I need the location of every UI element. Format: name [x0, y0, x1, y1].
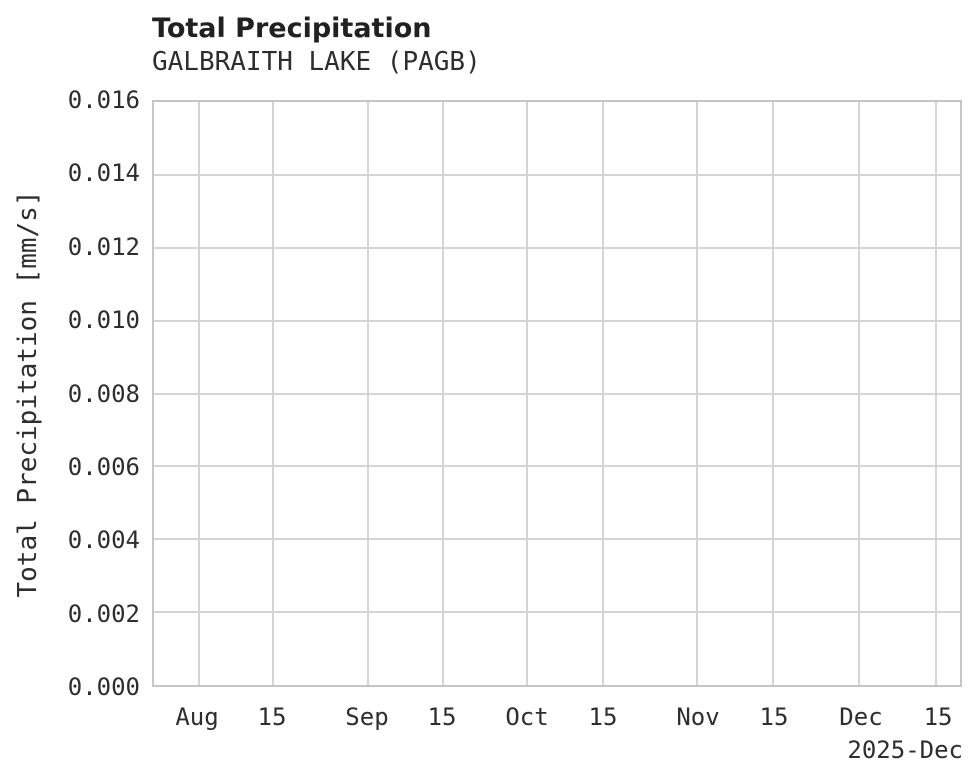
x-tick-label: Dec — [839, 703, 883, 731]
y-tick-label: 0.010 — [67, 306, 140, 335]
y-tick-label: 0.002 — [67, 599, 140, 628]
x-tick-label: Oct — [505, 703, 549, 731]
x-tick-label: Sep — [345, 703, 389, 731]
y-tick-label: 0.000 — [67, 673, 140, 701]
x-tick-label: 15 — [923, 703, 953, 731]
gridline-horizontal — [154, 392, 960, 395]
gridline-horizontal — [154, 246, 960, 249]
chart-subtitle-station: GALBRAITH LAKE (PAGB) — [152, 47, 481, 77]
y-tick-label: 0.008 — [67, 379, 140, 408]
x-tick-label: 15 — [759, 703, 789, 731]
gridline-horizontal — [154, 611, 960, 614]
gridline-horizontal — [154, 173, 960, 176]
y-axis-label: Total Precipitation [mm/s] — [13, 190, 43, 598]
x-tick-label: 15 — [427, 703, 457, 731]
y-tick-label: 0.006 — [67, 452, 140, 481]
gridline-horizontal — [154, 465, 960, 468]
x-tick-label: 15 — [588, 703, 618, 731]
y-tick-label: 0.016 — [67, 86, 140, 114]
x-tick-label: Aug — [175, 703, 219, 731]
chart-title: Total Precipitation — [152, 13, 432, 44]
x-tick-label: Nov — [676, 703, 720, 731]
gridline-horizontal — [154, 319, 960, 322]
x-tick-label: 15 — [257, 703, 287, 731]
y-tick-label: 0.012 — [67, 232, 140, 261]
plot-area — [152, 100, 962, 687]
x-axis-period-label: 2025-Dec — [847, 736, 963, 764]
gridline-horizontal — [154, 538, 960, 541]
y-tick-label: 0.004 — [67, 526, 140, 555]
y-tick-label: 0.014 — [67, 159, 140, 188]
